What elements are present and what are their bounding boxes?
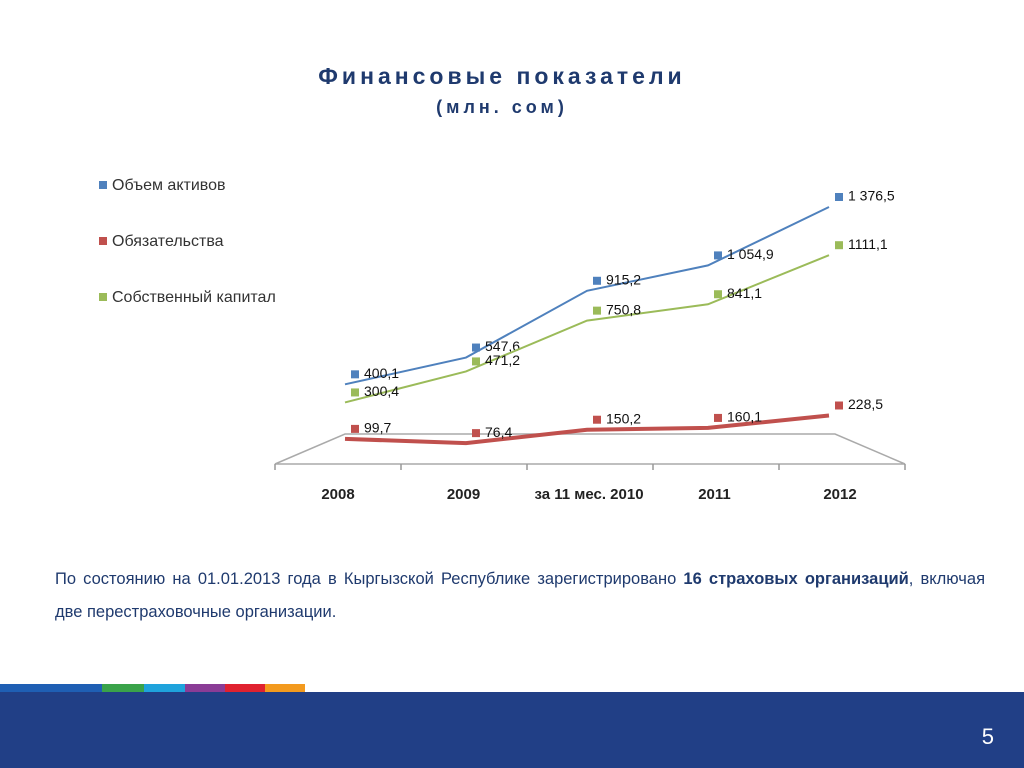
series-line [344, 413, 830, 446]
data-label: 150,2 [606, 410, 641, 426]
chart-title: Финансовые показатели [318, 63, 685, 89]
data-label: 1111,1 [848, 236, 888, 252]
data-label: 228,5 [848, 396, 883, 412]
data-label: 300,4 [364, 383, 399, 399]
color-stripes [0, 684, 305, 694]
marker [351, 424, 359, 433]
marker [835, 401, 843, 410]
marker [472, 429, 480, 438]
paragraph-bold: 16 страховых организаций [683, 570, 909, 588]
chart-subtitle: (млн. сом) [436, 97, 568, 117]
legend-label: Собственный капитал [112, 289, 276, 306]
data-label: 1 054,9 [727, 246, 774, 262]
marker [593, 415, 601, 424]
data-label: 547,6 [485, 338, 520, 354]
series-line [344, 254, 830, 404]
data-label: 400,1 [364, 365, 399, 381]
data-label: 99,7 [364, 420, 391, 436]
paragraph-text: , включая две перестраховочные организац… [55, 570, 985, 621]
marker [593, 276, 601, 285]
marker [835, 241, 843, 250]
footer-band [0, 692, 1024, 768]
x-tick-label: 2008 [321, 486, 354, 503]
x-tick-label: за 11 мес. 2010 [534, 486, 643, 503]
legend-swatch [99, 181, 107, 189]
marker [835, 193, 843, 201]
marker [472, 343, 480, 352]
paragraph: По состоянию на 01.01.2013 года в Кыргыз… [55, 563, 985, 629]
series-line [344, 206, 830, 386]
data-label: 76,4 [485, 424, 512, 440]
marker [714, 251, 722, 260]
data-label: 1 376,5 [848, 188, 895, 204]
chart: Финансовые показатели (млн. сом) 2008 200… [99, 63, 906, 503]
legend-label: Объем активов [112, 177, 225, 194]
x-tick-label: 2009 [447, 486, 480, 503]
legend-swatch [99, 237, 107, 245]
data-label: 915,2 [606, 271, 641, 287]
marker [351, 370, 359, 379]
legend-label: Обязательства [112, 233, 224, 250]
marker [714, 413, 722, 422]
paragraph-text: По состоянию на 01.01.2013 года в Кыргыз… [55, 570, 684, 588]
page-number: 5 [981, 724, 994, 749]
marker [472, 357, 480, 366]
floor-ticks [274, 464, 906, 470]
data-label: 841,1 [727, 285, 762, 301]
data-label: 471,2 [485, 352, 520, 368]
x-tick-label: 2011 [698, 486, 731, 503]
marker [593, 306, 601, 315]
data-label: 750,8 [606, 301, 641, 317]
data-label: 160,1 [727, 409, 762, 425]
marker [351, 388, 359, 397]
marker [714, 290, 722, 299]
x-tick-label: 2012 [823, 486, 856, 503]
legend-swatch [99, 293, 107, 301]
